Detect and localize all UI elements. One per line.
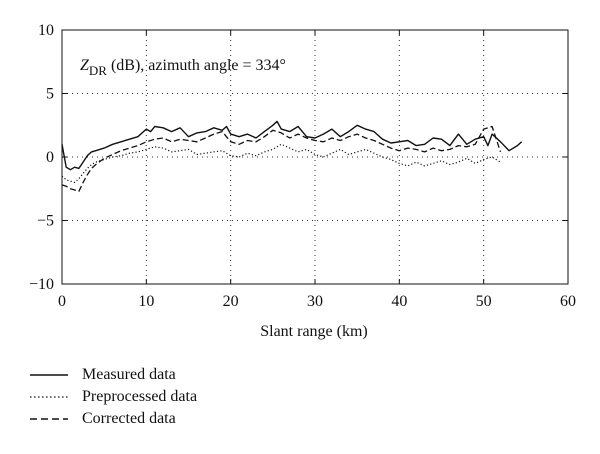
legend-label-measured: Measured data — [82, 366, 176, 383]
series-line-dashed — [61, 125, 502, 192]
x-axis-label: Slant range (km) — [260, 323, 368, 340]
x-tick-label: 30 — [307, 293, 323, 310]
annotation-subscript: DR — [89, 63, 107, 78]
annotation-symbol: Z — [80, 57, 90, 74]
series-line-dotted — [61, 143, 501, 183]
y-tick-label: 10 — [38, 22, 54, 39]
y-tick-label: −5 — [37, 213, 54, 230]
annotation-text: (dB), azimuth angle = 334° — [107, 57, 286, 74]
x-tick-label: 60 — [560, 293, 576, 310]
series-line-solid — [61, 120, 523, 171]
legend-swatch-solid — [30, 374, 68, 376]
ticks-layer: 0 10 20 30 40 50 60 −10 −5 0 5 10 — [29, 22, 576, 310]
legend: Measured data Preprocessed data Correcte… — [30, 364, 197, 430]
x-tick-label: 20 — [223, 293, 239, 310]
legend-item-measured: Measured data — [30, 364, 197, 386]
x-tick-label: 0 — [58, 293, 66, 310]
legend-item-corrected: Corrected data — [30, 408, 197, 430]
series-layer — [61, 120, 523, 192]
y-tick-label: 0 — [46, 149, 54, 166]
legend-label-corrected: Corrected data — [82, 410, 176, 427]
y-tick-label: 5 — [46, 86, 54, 103]
legend-swatch-dashed — [30, 418, 68, 420]
x-tick-label: 40 — [391, 293, 407, 310]
x-tick-label: 10 — [138, 293, 154, 310]
legend-swatch-dotted — [30, 396, 68, 398]
legend-label-preprocessed: Preprocessed data — [82, 388, 198, 405]
y-tick-label: −10 — [29, 276, 54, 293]
x-tick-label: 50 — [476, 293, 492, 310]
plot-annotation: ZDR (dB), azimuth angle = 334° — [80, 57, 286, 78]
legend-item-preprocessed: Preprocessed data — [30, 386, 197, 408]
